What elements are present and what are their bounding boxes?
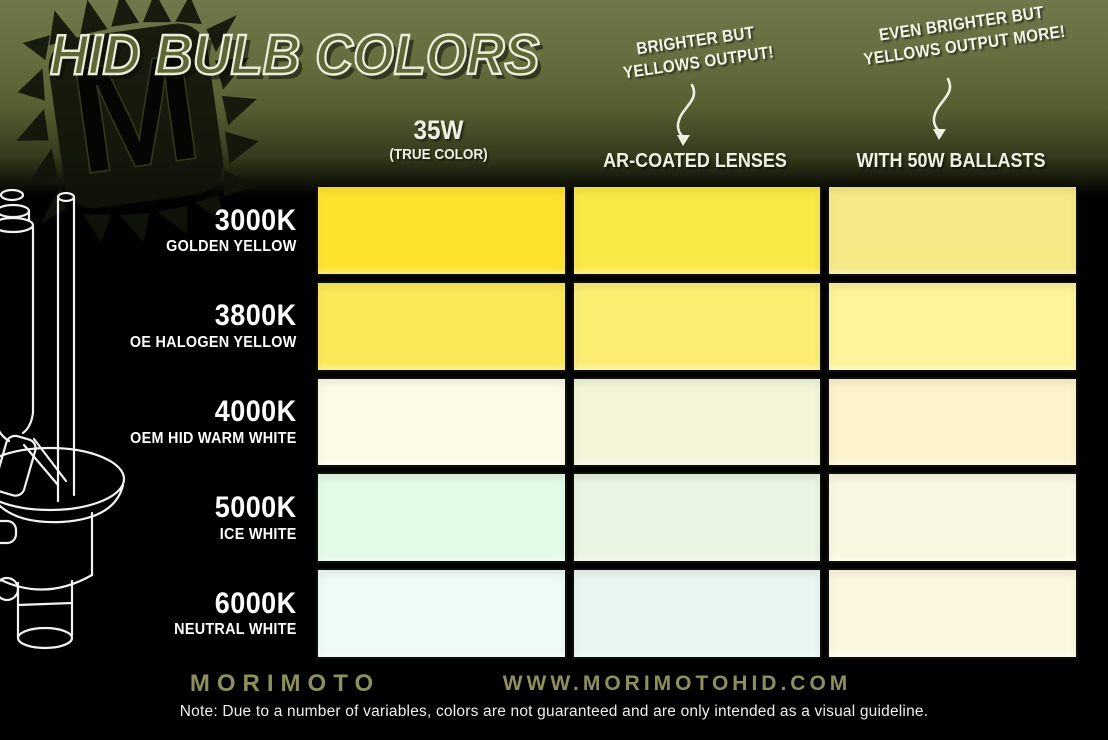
column-header-50w-ballasts: WITH 50W BALLASTS — [837, 150, 1066, 173]
row-label-4000k: 4000K OEM HID WARM WHITE — [31, 377, 311, 468]
column-label: WITH 50W BALLASTS — [856, 150, 1046, 172]
swatch-3000k-ar-coated — [571, 185, 823, 276]
swatch-3800k-35w-true-color — [316, 280, 567, 372]
swatch-3800k-ar-coated — [571, 280, 823, 372]
row-name: OEM HID WARM WHITE — [130, 429, 297, 447]
morimoto-gear-logo: M — [16, 0, 259, 243]
row-label-3000k: 3000K GOLDEN YELLOW — [31, 185, 311, 276]
row-label-6000k: 6000K NEUTRAL WHITE — [31, 568, 311, 659]
row-temp: 6000K — [214, 586, 297, 620]
swatch-4000k-ar-coated — [571, 376, 823, 468]
swatch-3000k-50w-ballast — [827, 185, 1078, 276]
curved-arrow-icon — [676, 83, 696, 146]
hid-bulb-illustration — [0, 188, 126, 650]
page-title: HID BULB COLORS — [49, 22, 541, 88]
row-temp: 3000K — [214, 203, 297, 237]
swatch-5000k-35w-true-color — [316, 472, 567, 564]
swatch-5000k-ar-coated — [571, 472, 823, 564]
color-grid: 3000K GOLDEN YELLOW 3800K OE HALOGEN YELLOW… — [0, 185, 1078, 659]
swatch-4000k-50w-ballast — [827, 376, 1078, 468]
swatch-6000k-35w-true-color — [316, 568, 567, 659]
swatch-6000k-ar-coated — [571, 568, 823, 659]
disclaimer-note: Note: Due to a number of variables, colo… — [179, 703, 929, 720]
swatch-3800k-50w-ballast — [827, 280, 1078, 372]
curved-arrow-icon — [932, 77, 952, 140]
row-name: GOLDEN YELLOW — [166, 238, 297, 256]
swatch-4000k-35w-true-color — [316, 376, 567, 468]
swatch-5000k-50w-ballast — [827, 472, 1078, 564]
website-url[interactable]: WWW.MORIMOTOHID.COM — [502, 672, 852, 695]
row-label-5000k: 5000K ICE WHITE — [31, 472, 311, 563]
column-header-35w: 35W (TRUE COLOR) — [324, 116, 554, 164]
row-temp: 3800K — [214, 299, 297, 333]
row-name: ICE WHITE — [219, 525, 297, 543]
column-header-ar-coated: AR-COATED LENSES — [579, 150, 811, 173]
column-label: AR-COATED LENSES — [603, 150, 787, 172]
row-label-3800k: 3800K OE HALOGEN YELLOW — [31, 281, 311, 372]
brand-wordmark: MORIMOTO — [189, 670, 381, 697]
row-name: NEUTRAL WHITE — [174, 621, 297, 639]
column-sublabel: (TRUE COLOR) — [389, 146, 488, 164]
svg-text:M: M — [61, 21, 210, 207]
swatch-3000k-35w-true-color — [316, 185, 567, 276]
row-temp: 4000K — [214, 395, 297, 429]
swatch-6000k-50w-ballast — [827, 568, 1078, 659]
column-label: 35W — [413, 115, 464, 145]
row-name: OE HALOGEN YELLOW — [129, 333, 297, 351]
row-temp: 5000K — [214, 491, 297, 525]
